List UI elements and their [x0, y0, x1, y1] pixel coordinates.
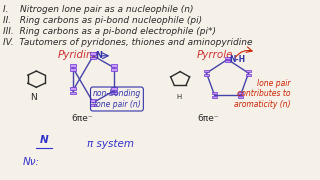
Bar — [111, 68, 116, 71]
Text: N: N — [40, 135, 49, 145]
Text: III.  Ring carbons as a pi-bond electrophile (pi*): III. Ring carbons as a pi-bond electroph… — [3, 27, 216, 36]
Bar — [212, 96, 217, 98]
Text: Pyrrole: Pyrrole — [197, 50, 233, 60]
Bar — [111, 64, 116, 67]
Text: I.    Nitrogen lone pair as a nucleophile (n): I. Nitrogen lone pair as a nucleophile (… — [3, 5, 194, 14]
Text: IV.  Tautomers of pyridones, thiones and aminopyridine: IV. Tautomers of pyridones, thiones and … — [3, 38, 253, 47]
Text: H: H — [176, 94, 181, 100]
Text: 6πe⁻: 6πe⁻ — [198, 114, 220, 123]
Text: N: N — [95, 51, 102, 60]
Text: π system: π system — [87, 139, 134, 149]
Text: N: N — [30, 93, 36, 102]
Bar — [70, 64, 76, 67]
Bar — [225, 60, 230, 62]
Bar — [111, 87, 116, 90]
Bar — [238, 92, 243, 94]
Text: Pyridine: Pyridine — [58, 50, 100, 60]
Bar — [90, 103, 96, 106]
Text: II.   Ring carbons as pi-bond nucleophile (pi): II. Ring carbons as pi-bond nucleophile … — [3, 16, 202, 25]
Bar — [212, 92, 217, 94]
Bar — [225, 57, 230, 59]
Bar — [70, 87, 76, 90]
Text: N-H: N-H — [229, 55, 245, 64]
Bar — [204, 70, 209, 72]
Bar — [246, 74, 251, 76]
Bar — [90, 99, 96, 102]
Bar — [90, 52, 96, 55]
Bar — [111, 92, 116, 94]
Text: lone pair
contributes to
aromaticity (n): lone pair contributes to aromaticity (n) — [234, 79, 291, 109]
Text: 6πe⁻: 6πe⁻ — [71, 114, 93, 123]
Bar — [70, 68, 76, 71]
Bar — [90, 57, 96, 59]
Bar — [204, 74, 209, 76]
Bar — [70, 92, 76, 94]
Bar — [238, 96, 243, 98]
Bar — [246, 70, 251, 72]
Text: Nν:: Nν: — [23, 157, 40, 167]
Text: non-bonding
lone pair (n): non-bonding lone pair (n) — [93, 89, 141, 109]
